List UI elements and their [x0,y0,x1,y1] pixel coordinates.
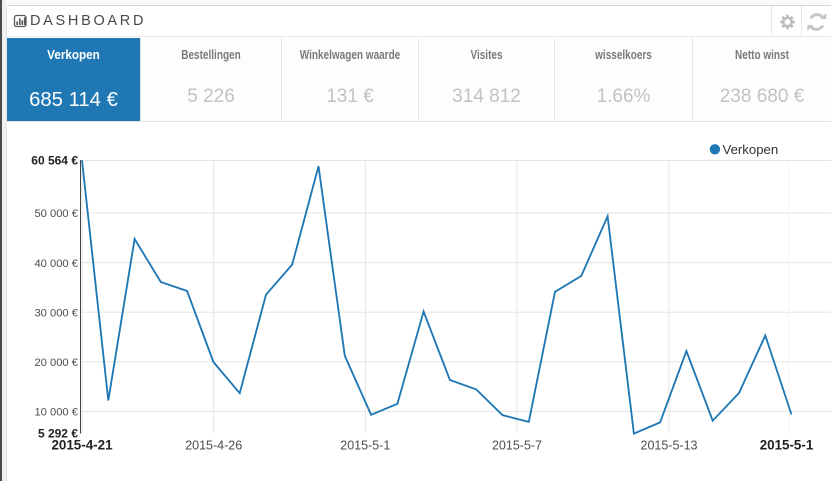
svg-text:30 000 €: 30 000 € [34,307,78,319]
svg-text:2015-4-26: 2015-4-26 [185,439,242,453]
svg-text:Verkopen: Verkopen [723,142,779,157]
svg-text:5 292 €: 5 292 € [38,427,78,441]
svg-text:40 000 €: 40 000 € [34,258,78,270]
svg-text:2015-5-7: 2015-5-7 [492,439,542,453]
svg-text:50 000 €: 50 000 € [34,208,78,220]
svg-text:2015-4-21: 2015-4-21 [51,438,113,453]
svg-text:60 564 €: 60 564 € [31,154,78,168]
svg-text:10 000 €: 10 000 € [34,407,78,419]
svg-text:2015-5-13: 2015-5-13 [641,439,698,453]
svg-text:20 000 €: 20 000 € [34,357,78,369]
svg-text:2015-5-1: 2015-5-1 [340,439,390,453]
svg-text:2015-5-1: 2015-5-1 [760,438,814,453]
